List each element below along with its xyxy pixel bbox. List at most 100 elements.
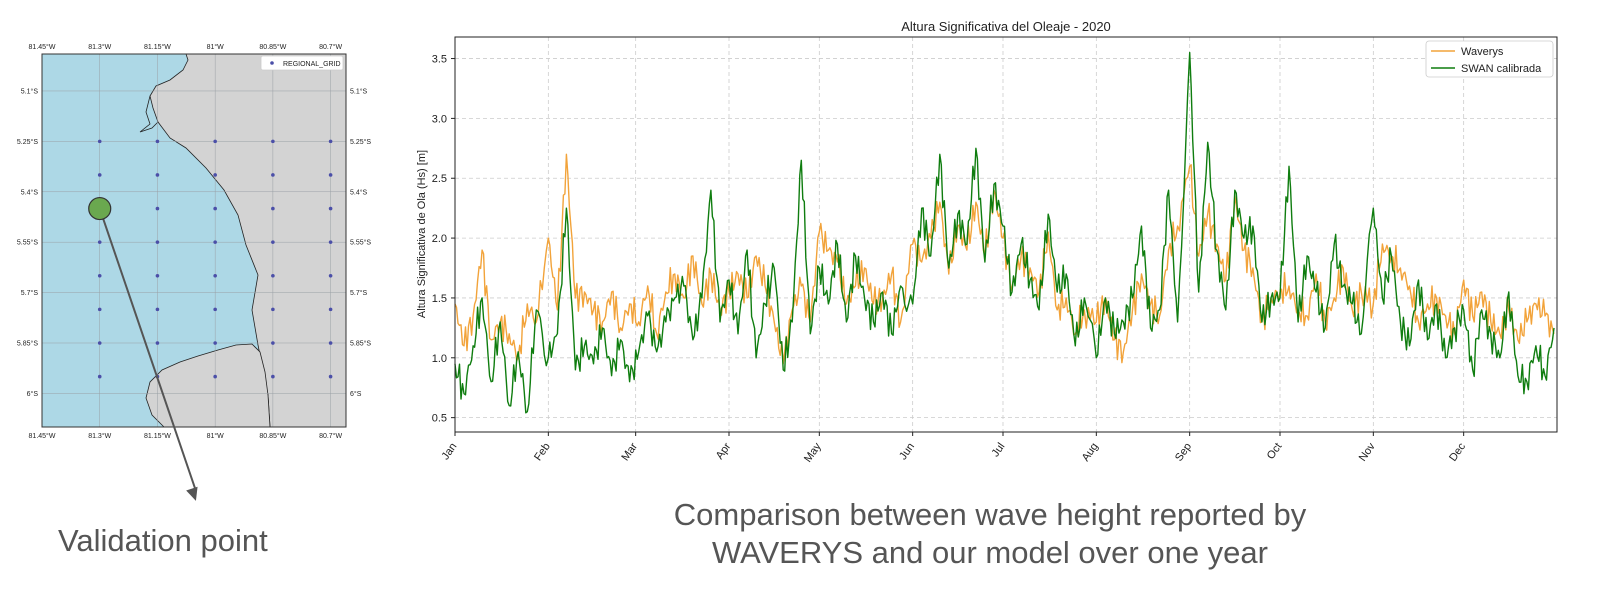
map-panel: 81.45°W 81.3°W 81.15°W 81°W 80.85°W 80.7°W 81…	[17, 43, 371, 501]
validation-annotation	[88, 196, 198, 501]
chart-x-tick-label: Feb	[532, 441, 553, 463]
chart-x-tick-label: Dec	[1447, 440, 1468, 463]
chart-x-tick-label: May	[802, 440, 824, 464]
chart-x-tick-label: Mar	[619, 441, 640, 464]
map-lat-label: 6°S	[27, 390, 39, 398]
regional-grid-point	[213, 341, 217, 345]
regional-grid-point	[213, 273, 217, 278]
map-lat-label: 5.7°S	[350, 289, 368, 297]
regional-grid-point	[328, 139, 333, 144]
regional-grid-point	[97, 240, 102, 244]
regional-grid-point	[271, 273, 275, 278]
chart-x-tick-label: Sep	[1173, 441, 1194, 464]
regional-grid-point	[271, 307, 275, 312]
regional-grid-point	[155, 307, 160, 312]
regional-grid-point	[328, 307, 333, 312]
map-lon-label: 81°W	[207, 43, 225, 51]
map-lon-label: 81.45°W	[29, 432, 56, 440]
map-lon-label: 80.85°W	[259, 43, 286, 51]
map-lat-label: 5.85°S	[350, 339, 371, 347]
map-lat-label: 5.7°S	[21, 289, 39, 297]
chart-x-tick-label: Apr	[714, 441, 734, 462]
caption-comparison-line-1: Comparison between wave height reported …	[673, 497, 1307, 532]
map-lon-label: 81.3°W	[88, 432, 111, 440]
regional-grid-point	[213, 206, 217, 211]
map-lat-label: 5.25°S	[17, 138, 38, 146]
caption-comparison: Comparison between wave height reported …	[600, 496, 1380, 572]
legend-swan-label: SWAN calibrada	[1461, 63, 1542, 75]
map-lon-label: 80.7°W	[319, 432, 342, 440]
regional-grid-point	[97, 341, 102, 345]
map-lon-ticks-bottom: 81.45°W 81.3°W 81.15°W 81°W 80.85°W 80.7°W	[29, 432, 343, 440]
map-land	[139, 53, 347, 428]
chart-y-tick-label: 3.5	[432, 54, 447, 66]
map-lon-label: 80.7°W	[319, 43, 342, 51]
map-legend: REGIONAL_GRID	[260, 55, 344, 71]
chart-y-axis: 0.5 1.0 1.5 2.0 2.5 3.0 3.5	[432, 54, 455, 425]
chart-legend: Waverys SWAN calibrada	[1425, 40, 1554, 78]
regional-grid-point	[155, 173, 160, 177]
chart-x-tick-label: Jun	[897, 441, 917, 462]
regional-grid-point	[328, 240, 333, 244]
chart-x-axis: Jan Feb Mar Apr May Jun Jul Aug Sep Oct Nov Dec	[439, 432, 1468, 465]
chart-y-tick-label: 0.5	[432, 413, 447, 425]
chart-frame	[454, 36, 1558, 433]
land-southern-peninsula	[145, 343, 271, 428]
map-lon-label: 81.3°W	[88, 43, 111, 51]
regional-grid-point	[213, 173, 217, 177]
regional-grid-point	[328, 173, 333, 177]
series-line-swan	[454, 51, 1555, 414]
regional-grid-point	[271, 374, 275, 379]
chart-x-tick-label: Nov	[1357, 440, 1378, 463]
map-lon-label: 81°W	[207, 432, 225, 440]
regional-grid-point	[328, 206, 333, 211]
regional-grid-point	[155, 240, 160, 244]
chart-y-tick-label: 2.0	[432, 233, 447, 245]
series-line-waverys	[454, 153, 1555, 365]
regional-grid-point	[97, 139, 102, 144]
map-lon-label: 80.85°W	[259, 432, 286, 440]
map-lat-label: 5.85°S	[17, 339, 38, 347]
regional-grid-points	[97, 139, 333, 379]
chart-y-tick-label: 1.5	[432, 293, 447, 305]
regional-grid-point	[213, 307, 217, 312]
regional-grid-point	[271, 341, 275, 345]
chart-y-tick-label: 3.0	[432, 113, 447, 125]
map-frame	[41, 53, 347, 428]
chart-x-tick-label: Jul	[990, 441, 1008, 459]
wave-height-chart: 0.5 1.0 1.5 2.0 2.5 3.0 3.5 Jan Feb Mar Apr May Jun…	[416, 19, 1558, 465]
chart-y-label: Altura Significativa de Ola (Hs) [m]	[416, 150, 428, 318]
map-lon-ticks-top: 81.45°W 81.3°W 81.15°W 81°W 80.85°W 80.7°W	[29, 43, 343, 51]
map-lat-label: 5.4°S	[21, 188, 39, 196]
map-lat-label: 5.55°S	[17, 239, 38, 247]
regional-grid-point	[328, 273, 333, 278]
regional-grid-point	[213, 139, 217, 144]
regional-grid-point	[271, 139, 275, 144]
regional-grid-point	[271, 240, 275, 244]
map-lat-label: 5.1°S	[21, 87, 39, 95]
regional-grid-point	[97, 307, 102, 312]
map-lat-label: 5.25°S	[350, 138, 371, 146]
map-lon-label: 81.45°W	[29, 43, 56, 51]
map-lon-label: 81.15°W	[144, 43, 171, 51]
coastline-detail	[139, 95, 159, 133]
map-lat-label: 5.4°S	[350, 188, 368, 196]
regional-grid-point	[97, 374, 102, 379]
validation-arrow-shaft	[98, 208, 197, 492]
map-legend-marker	[270, 61, 274, 65]
regional-grid-point	[97, 273, 102, 278]
map-lat-label: 6°S	[350, 390, 362, 398]
caption-validation-point: Validation point	[58, 523, 268, 558]
validation-arrow-head	[186, 486, 198, 501]
regional-grid-point	[155, 206, 160, 211]
chart-y-tick-label: 1.0	[432, 353, 447, 365]
chart-x-tick-label: Jan	[439, 441, 459, 462]
map-legend-label: REGIONAL_GRID	[283, 61, 341, 68]
regional-grid-point	[155, 139, 160, 144]
map-lat-ticks-left: 5.1°S 5.25°S 5.4°S 5.55°S 5.7°S 5.85°S 6°S	[17, 87, 38, 397]
regional-grid-point	[213, 240, 217, 244]
regional-grid-point	[271, 173, 275, 177]
chart-x-tick-label: Aug	[1080, 441, 1101, 464]
map-lat-label: 5.1°S	[350, 87, 368, 95]
